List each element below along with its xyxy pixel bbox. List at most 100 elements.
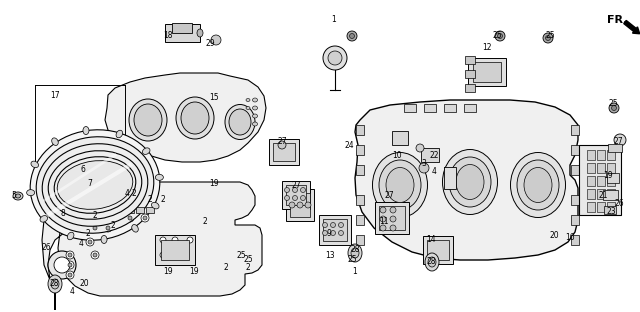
Bar xyxy=(161,240,189,260)
Text: 2: 2 xyxy=(93,211,97,220)
Bar xyxy=(604,206,616,214)
Text: 2: 2 xyxy=(132,189,136,198)
Ellipse shape xyxy=(517,160,559,210)
Circle shape xyxy=(349,33,355,38)
Bar xyxy=(286,185,306,205)
Circle shape xyxy=(68,273,72,277)
Circle shape xyxy=(323,46,347,70)
Ellipse shape xyxy=(30,130,160,240)
Circle shape xyxy=(419,163,429,173)
Text: 28: 28 xyxy=(426,256,436,266)
Polygon shape xyxy=(355,100,578,260)
Text: 25: 25 xyxy=(545,32,555,41)
Bar xyxy=(607,202,615,212)
Ellipse shape xyxy=(116,130,123,138)
Circle shape xyxy=(328,51,342,65)
Bar xyxy=(587,189,595,199)
Bar xyxy=(587,163,595,173)
Text: 8: 8 xyxy=(61,208,65,217)
Bar xyxy=(375,202,409,234)
Circle shape xyxy=(380,216,386,222)
Ellipse shape xyxy=(181,102,209,134)
Text: 6: 6 xyxy=(81,165,85,174)
Bar xyxy=(269,139,299,165)
Text: 9: 9 xyxy=(326,228,332,237)
Text: 25: 25 xyxy=(347,255,357,264)
Bar xyxy=(356,165,364,175)
Circle shape xyxy=(301,196,305,201)
Bar xyxy=(404,104,416,112)
Bar xyxy=(465,70,475,78)
Text: 19: 19 xyxy=(163,266,173,275)
Text: 21: 21 xyxy=(598,192,608,201)
Circle shape xyxy=(330,231,335,236)
Bar xyxy=(607,189,615,199)
Text: 26: 26 xyxy=(614,199,624,208)
Circle shape xyxy=(347,31,357,41)
Circle shape xyxy=(66,271,74,279)
Polygon shape xyxy=(105,73,266,162)
Text: 27: 27 xyxy=(384,191,394,199)
Ellipse shape xyxy=(134,104,162,136)
Circle shape xyxy=(88,240,92,244)
Ellipse shape xyxy=(143,148,150,154)
Bar xyxy=(597,163,605,173)
Circle shape xyxy=(172,237,178,243)
Ellipse shape xyxy=(246,99,250,101)
Bar xyxy=(421,148,439,162)
Bar xyxy=(587,150,595,160)
Text: 11: 11 xyxy=(380,217,388,227)
Text: 3: 3 xyxy=(422,158,426,168)
Bar xyxy=(464,104,476,112)
Ellipse shape xyxy=(31,161,38,168)
Bar xyxy=(136,207,144,213)
Bar xyxy=(146,207,154,213)
Bar xyxy=(571,215,579,225)
Bar xyxy=(468,58,506,86)
Text: 28: 28 xyxy=(350,245,360,253)
Circle shape xyxy=(91,251,99,259)
Circle shape xyxy=(68,253,72,257)
Text: 2: 2 xyxy=(161,196,165,204)
Bar xyxy=(597,176,605,186)
Ellipse shape xyxy=(449,157,491,207)
Circle shape xyxy=(330,222,335,227)
Bar xyxy=(587,176,595,186)
Text: 18: 18 xyxy=(163,31,173,40)
Circle shape xyxy=(54,257,70,273)
Circle shape xyxy=(141,214,149,222)
Ellipse shape xyxy=(253,114,257,118)
Ellipse shape xyxy=(42,144,148,226)
Circle shape xyxy=(68,263,72,267)
Bar xyxy=(427,240,449,260)
Text: 1: 1 xyxy=(332,16,337,25)
Text: 7: 7 xyxy=(88,178,92,188)
Circle shape xyxy=(48,251,76,279)
Bar xyxy=(423,236,453,264)
Circle shape xyxy=(211,35,221,45)
Text: 23: 23 xyxy=(606,207,616,216)
Text: 4: 4 xyxy=(125,189,129,198)
Text: 2: 2 xyxy=(111,221,115,230)
Bar xyxy=(473,62,501,82)
Text: 29: 29 xyxy=(205,40,215,48)
Circle shape xyxy=(175,252,181,258)
Ellipse shape xyxy=(176,97,214,139)
Ellipse shape xyxy=(129,99,167,141)
Circle shape xyxy=(160,252,166,258)
Circle shape xyxy=(292,196,298,201)
Circle shape xyxy=(390,207,396,213)
Circle shape xyxy=(297,202,303,208)
Circle shape xyxy=(614,134,626,146)
Circle shape xyxy=(66,251,74,259)
Circle shape xyxy=(545,36,550,41)
Ellipse shape xyxy=(246,106,250,110)
Circle shape xyxy=(91,224,99,232)
Text: 2: 2 xyxy=(203,217,207,227)
Ellipse shape xyxy=(27,190,35,196)
Circle shape xyxy=(611,105,616,110)
Bar xyxy=(424,104,436,112)
Ellipse shape xyxy=(152,202,159,209)
Bar xyxy=(282,181,310,209)
Bar xyxy=(587,202,595,212)
